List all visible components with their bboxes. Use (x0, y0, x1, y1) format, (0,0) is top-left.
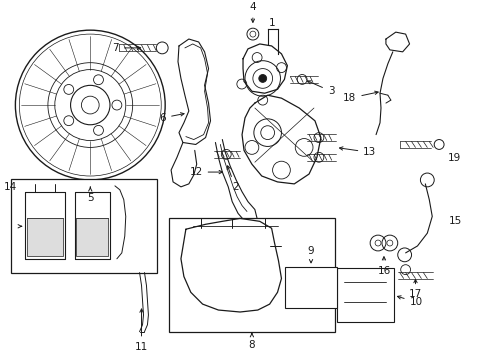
Bar (285, 267, 337, 308)
Text: 8: 8 (248, 333, 255, 350)
Text: 17: 17 (409, 279, 422, 299)
Text: 14: 14 (3, 182, 17, 192)
Bar (27, 219, 63, 256)
Circle shape (259, 75, 267, 82)
Text: 4: 4 (249, 3, 256, 22)
Text: 5: 5 (87, 187, 94, 203)
Text: 2: 2 (227, 166, 239, 192)
Bar (169, 219, 335, 332)
Text: 6: 6 (160, 113, 184, 123)
Text: 19: 19 (448, 153, 462, 163)
Bar (11, 179, 157, 273)
Text: 7: 7 (112, 43, 141, 53)
Text: 10: 10 (397, 296, 423, 307)
Text: 9: 9 (308, 246, 315, 263)
Text: 16: 16 (377, 257, 391, 276)
Text: 3: 3 (308, 81, 334, 96)
Text: 12: 12 (189, 167, 222, 177)
Text: 15: 15 (449, 216, 462, 226)
Text: 1: 1 (270, 18, 276, 28)
Bar (337, 267, 394, 322)
Text: 11: 11 (135, 309, 148, 352)
Bar (76, 219, 108, 256)
Text: 13: 13 (340, 147, 376, 157)
Text: 18: 18 (343, 91, 378, 103)
